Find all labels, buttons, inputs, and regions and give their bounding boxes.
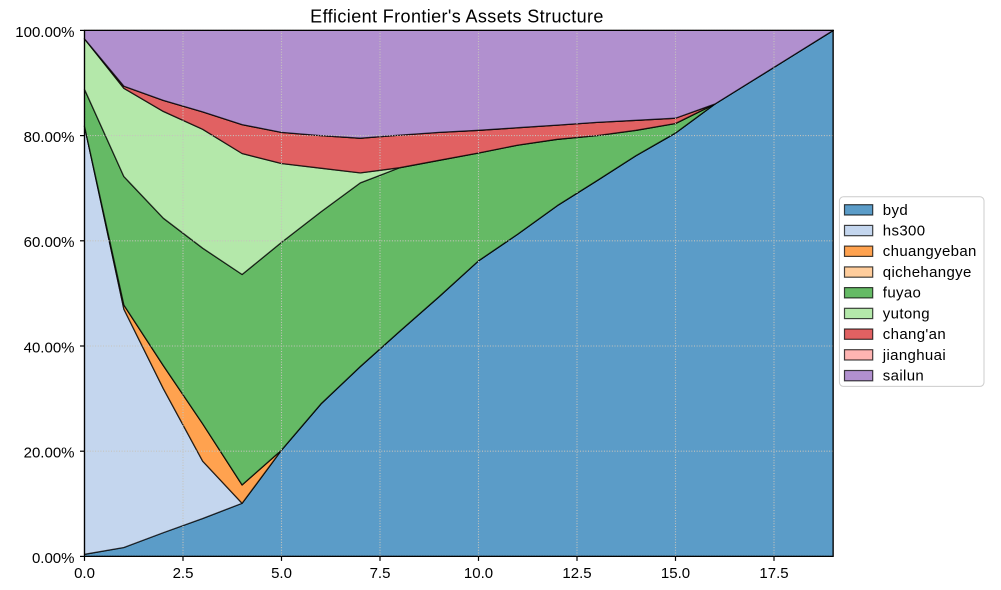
svg-text:7.5: 7.5 xyxy=(370,565,391,582)
svg-text:60.00%: 60.00% xyxy=(24,234,75,251)
svg-text:Efficient Frontier's Assets St: Efficient Frontier's Assets Structure xyxy=(310,7,604,27)
svg-text:jianghuai: jianghuai xyxy=(882,347,946,364)
svg-text:sailun: sailun xyxy=(883,368,924,385)
svg-text:12.5: 12.5 xyxy=(562,565,591,582)
svg-text:qichehangye: qichehangye xyxy=(883,264,972,281)
svg-text:0.00%: 0.00% xyxy=(32,550,75,567)
svg-text:5.0: 5.0 xyxy=(271,565,292,582)
svg-text:40.00%: 40.00% xyxy=(24,339,75,356)
svg-text:chuangyeban: chuangyeban xyxy=(883,243,977,260)
svg-text:17.5: 17.5 xyxy=(759,565,788,582)
svg-text:100.00%: 100.00% xyxy=(15,24,74,41)
svg-text:20.00%: 20.00% xyxy=(24,445,75,462)
svg-text:chang'an: chang'an xyxy=(883,326,946,343)
svg-text:yutong: yutong xyxy=(883,305,930,322)
svg-text:80.00%: 80.00% xyxy=(24,129,75,146)
svg-text:byd: byd xyxy=(883,202,908,219)
svg-text:2.5: 2.5 xyxy=(173,565,194,582)
svg-text:10.0: 10.0 xyxy=(464,565,493,582)
svg-text:15.0: 15.0 xyxy=(661,565,690,582)
svg-text:0.0: 0.0 xyxy=(74,565,95,582)
svg-text:fuyao: fuyao xyxy=(883,285,921,302)
svg-text:hs300: hs300 xyxy=(883,223,926,240)
